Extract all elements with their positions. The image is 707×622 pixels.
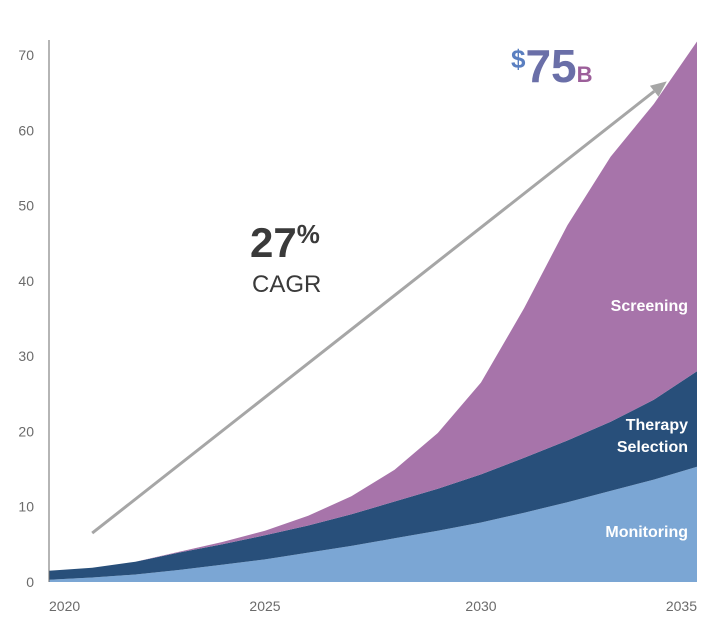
- area-therapy-selection: [49, 371, 697, 580]
- series-label: Monitoring: [605, 524, 688, 541]
- y-tick-label: 50: [18, 198, 34, 214]
- total-market-label: $75B: [511, 40, 593, 92]
- total-currency: $: [511, 44, 526, 74]
- y-tick-label: 20: [18, 423, 34, 439]
- x-axis-ticks: 2020 2025 2030 2035: [49, 598, 697, 614]
- total-value: 75: [525, 40, 576, 92]
- y-tick-label: 40: [18, 273, 34, 289]
- y-tick-label: 0: [26, 574, 34, 590]
- cagr-value: 27%: [250, 219, 320, 266]
- x-tick-label: 2035: [666, 598, 697, 614]
- y-tick-label: 60: [18, 122, 34, 138]
- area-monitoring: [49, 466, 697, 582]
- y-tick-label: 30: [18, 348, 34, 364]
- y-tick-label: 10: [18, 499, 34, 515]
- series-label: Therapy Selection: [617, 417, 688, 456]
- cagr-number: 27: [250, 219, 297, 266]
- x-tick-label: 2020: [49, 598, 80, 614]
- y-tick-label: 70: [18, 47, 34, 63]
- cagr-percent-symbol: %: [297, 219, 320, 249]
- arrow-shaft: [91, 90, 656, 535]
- y-axis-ticks: 0 10 20 30 40 50 60 70: [18, 47, 34, 590]
- cagr-label: CAGR: [252, 271, 321, 298]
- x-tick-label: 2030: [465, 598, 496, 614]
- stacked-areas: [49, 41, 697, 582]
- area-screening: [49, 41, 697, 571]
- total-unit: B: [577, 62, 593, 87]
- x-tick-label: 2025: [249, 598, 280, 614]
- growth-arrow: [91, 81, 667, 535]
- arrow-head-icon: [649, 81, 667, 97]
- series-label: Screening: [611, 298, 688, 315]
- layer-labels: Screening Therapy Selection Monitoring: [605, 298, 688, 541]
